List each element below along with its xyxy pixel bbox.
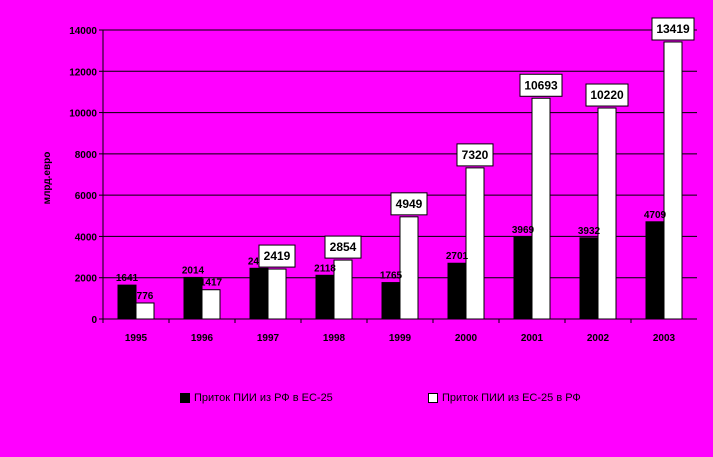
x-tick-label-2003: 2003 [653,333,676,344]
data-label-box-series-2-2002 [585,83,629,107]
x-tick-label-2000: 2000 [455,333,478,344]
x-tick-label-2002: 2002 [587,333,610,344]
data-label-series-2-2000: 7320 [462,148,489,162]
bar-series-2-2000 [465,167,485,320]
bar-series-2-1995 [135,302,155,320]
data-label-series-1-1999: 1765 [380,271,403,282]
data-label-series-2-1996: 1417 [200,278,223,289]
y-axis-label: млрд.евро [42,152,53,205]
x-tick-label-1995: 1995 [125,333,148,344]
data-label-series-2-2002: 10220 [590,88,624,102]
y-tick-label-4000: 4000 [75,232,98,243]
legend-label-series-2: Приток ПИИ из ЕС-25 в РФ [442,392,581,404]
data-label-box-series-2-2003 [651,17,695,41]
data-label-box-series-2-1999 [390,192,428,216]
bar-series-2-2001 [531,97,551,320]
y-tick-label-0: 0 [91,315,97,326]
bar-series-2-1998 [333,259,353,320]
bar-series-1-2002 [579,237,599,320]
tick-labels: 0 2000 4000 6000 8000 10000 12000 14000 1995 1996… [69,26,675,344]
bar-series-1-2000 [447,262,467,320]
x-tick-label-1996: 1996 [191,333,214,344]
y-tick-label-8000: 8000 [75,150,98,161]
bar-series-2-1999 [399,216,419,320]
bar-series-1-1998 [315,274,335,320]
data-label-series-2-1999: 4949 [396,197,423,211]
data-label-series-1-2003: 4709 [644,210,667,221]
data-labels: 1641776201414172456241921182854176549492… [116,17,695,302]
bar-series-2-2003 [663,41,683,320]
y-tick-label-6000: 6000 [75,191,98,202]
y-tick-label-2000: 2000 [75,274,98,285]
data-label-series-1-2000: 2701 [446,251,469,262]
x-tick-label-2001: 2001 [521,333,544,344]
bars [117,41,683,320]
legend-item-series-1: Приток ПИИ из РФ в ЕС-25 [180,392,333,404]
data-label-series-2-1998: 2854 [330,240,357,254]
bar-series-2-1996 [201,289,221,320]
legend-swatch-white [428,393,438,403]
data-label-series-1-2002: 3932 [578,226,601,237]
data-label-series-1-2001: 3969 [512,225,535,236]
data-label-box-series-2-1997 [258,244,296,268]
y-tick-label-10000: 10000 [69,109,97,120]
legend-swatch-black [180,393,190,403]
data-label-box-series-2-2000 [456,143,494,167]
data-label-series-2-2003: 13419 [656,22,690,36]
data-label-series-2-2001: 10693 [524,78,558,92]
data-label-box-series-2-1998 [324,235,362,259]
data-label-box-series-2-2001 [519,73,563,97]
legend-item-series-2: Приток ПИИ из ЕС-25 в РФ [428,392,581,404]
bar-series-1-1995 [117,284,137,320]
x-tick-label-1998: 1998 [323,333,346,344]
x-tick-label-1999: 1999 [389,333,412,344]
data-label-series-1-1998: 2118 [314,263,336,274]
bar-series-1-2001 [513,236,533,320]
x-tick-label-1997: 1997 [257,333,280,344]
data-label-series-1-1996: 2014 [182,265,205,276]
bar-series-2-1997 [267,268,287,320]
legend-label-series-1: Приток ПИИ из РФ в ЕС-25 [194,392,333,404]
data-label-series-1-1995: 1641 [116,273,139,284]
bar-series-1-1997 [249,267,269,320]
data-label-series-2-1995: 776 [137,291,154,302]
y-tick-label-14000: 14000 [69,26,97,37]
bar-series-1-2003 [645,221,665,320]
bar-series-2-2002 [597,107,617,320]
data-label-series-2-1997: 2419 [264,249,291,263]
y-tick-label-12000: 12000 [69,67,97,78]
bar-series-1-1999 [381,282,401,320]
